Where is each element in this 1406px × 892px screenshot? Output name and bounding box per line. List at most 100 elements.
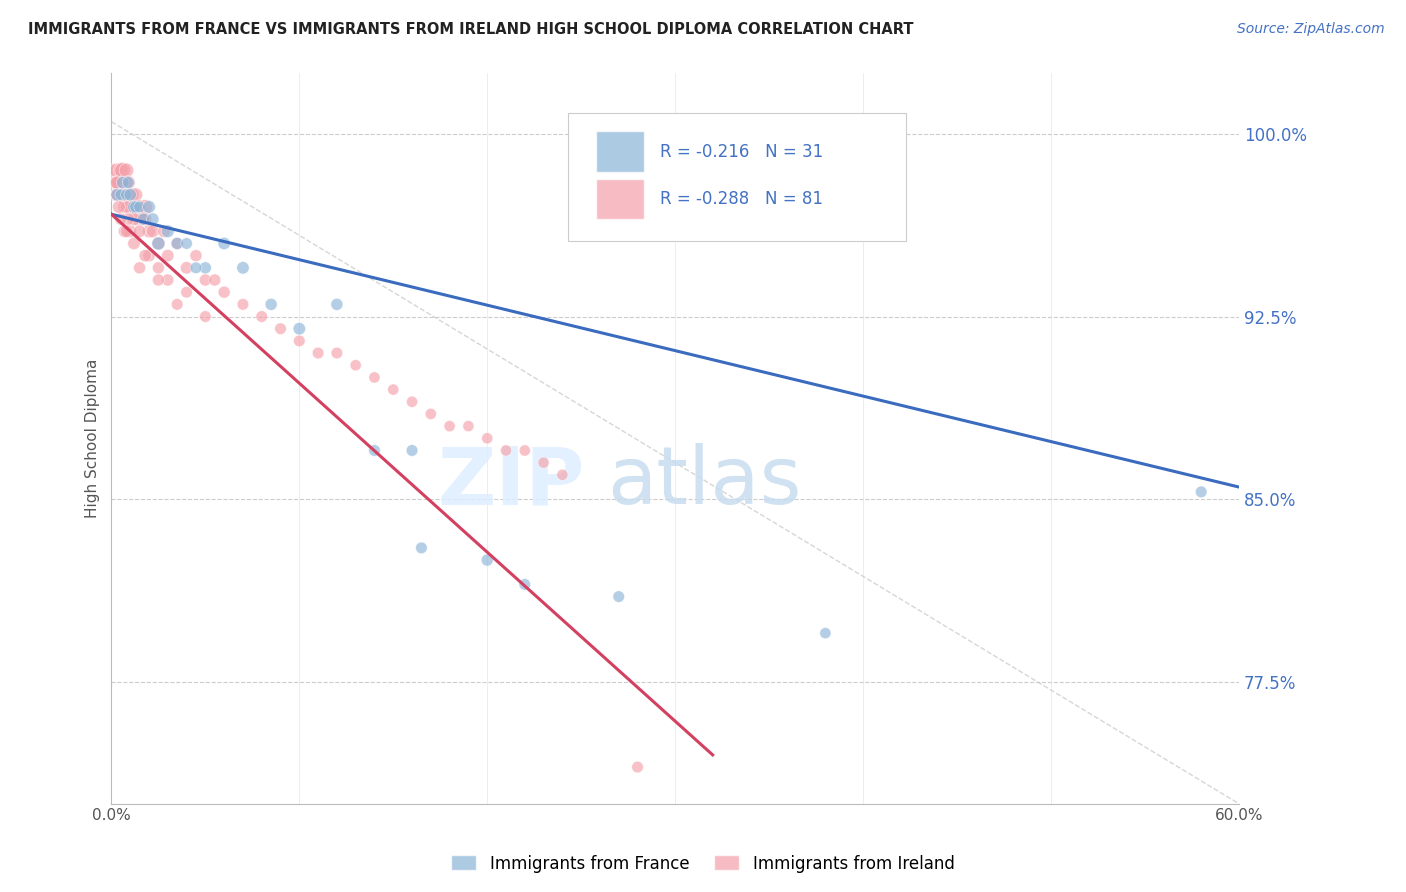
Point <box>110 187 132 202</box>
Point <box>176 285 198 300</box>
Point <box>513 443 536 458</box>
Point <box>117 176 139 190</box>
Point <box>166 236 188 251</box>
Point <box>134 212 156 227</box>
Point <box>288 334 311 348</box>
Point <box>204 273 226 287</box>
Point <box>232 297 254 311</box>
Point <box>156 224 179 238</box>
Point <box>344 358 367 372</box>
Point <box>128 200 150 214</box>
Point <box>551 467 574 482</box>
Point <box>270 322 292 336</box>
Point <box>477 553 499 567</box>
Point <box>122 236 145 251</box>
Point <box>176 236 198 251</box>
Point <box>401 394 423 409</box>
Point <box>120 224 142 238</box>
Point <box>401 443 423 458</box>
Point <box>122 200 145 214</box>
Point <box>419 407 441 421</box>
Point <box>125 200 148 214</box>
Point <box>127 212 149 227</box>
Point <box>148 260 170 275</box>
Point <box>105 187 128 202</box>
Point <box>111 176 134 190</box>
Point <box>184 249 207 263</box>
Point <box>260 297 283 311</box>
Point <box>132 212 155 227</box>
Text: Source: ZipAtlas.com: Source: ZipAtlas.com <box>1237 22 1385 37</box>
Point <box>326 346 349 360</box>
Point <box>148 273 170 287</box>
Point <box>212 285 235 300</box>
Point <box>114 200 136 214</box>
Text: atlas: atlas <box>607 443 801 521</box>
Point <box>166 297 188 311</box>
Point <box>125 187 148 202</box>
Point <box>184 260 207 275</box>
Point <box>104 187 127 202</box>
Point <box>115 200 138 214</box>
Point <box>363 443 385 458</box>
Text: R = -0.216   N = 31: R = -0.216 N = 31 <box>661 143 824 161</box>
Point <box>110 163 132 178</box>
Text: ZIP: ZIP <box>437 443 585 521</box>
Point <box>120 187 142 202</box>
Point <box>104 176 127 190</box>
Point <box>121 187 143 202</box>
Point <box>115 187 138 202</box>
Point <box>122 212 145 227</box>
Point <box>138 200 160 214</box>
Point <box>250 310 273 324</box>
Point <box>477 431 499 445</box>
Point <box>105 187 128 202</box>
Point <box>115 187 138 202</box>
Point <box>307 346 329 360</box>
Point <box>115 224 138 238</box>
Point <box>122 200 145 214</box>
Point <box>104 176 127 190</box>
Point <box>138 249 160 263</box>
Point <box>134 249 156 263</box>
Text: R = -0.288   N = 81: R = -0.288 N = 81 <box>661 190 824 208</box>
Point <box>110 212 132 227</box>
Point <box>111 163 134 178</box>
Point <box>814 626 837 640</box>
Point <box>108 187 131 202</box>
Point <box>232 260 254 275</box>
Point <box>457 419 479 434</box>
Point <box>120 200 142 214</box>
Point <box>132 212 155 227</box>
Point <box>363 370 385 384</box>
Point <box>212 236 235 251</box>
Point <box>607 590 630 604</box>
Point <box>105 163 128 178</box>
Point <box>111 187 134 202</box>
Point <box>111 187 134 202</box>
Y-axis label: High School Diploma: High School Diploma <box>86 359 100 518</box>
Point <box>148 236 170 251</box>
Point <box>166 236 188 251</box>
Point <box>108 176 131 190</box>
Point <box>110 187 132 202</box>
Point <box>103 163 125 178</box>
Point <box>382 383 405 397</box>
Point <box>115 163 138 178</box>
Point <box>1189 484 1212 499</box>
Point <box>626 760 648 774</box>
Point <box>142 212 165 227</box>
Point <box>117 212 139 227</box>
Point <box>153 224 176 238</box>
Point <box>105 187 128 202</box>
Point <box>128 224 150 238</box>
Point <box>533 456 555 470</box>
Point <box>134 200 156 214</box>
Point <box>117 176 139 190</box>
Point <box>156 249 179 263</box>
Point <box>288 322 311 336</box>
Point <box>148 236 170 251</box>
Point <box>138 224 160 238</box>
Point <box>156 273 179 287</box>
Text: IMMIGRANTS FROM FRANCE VS IMMIGRANTS FROM IRELAND HIGH SCHOOL DIPLOMA CORRELATIO: IMMIGRANTS FROM FRANCE VS IMMIGRANTS FRO… <box>28 22 914 37</box>
